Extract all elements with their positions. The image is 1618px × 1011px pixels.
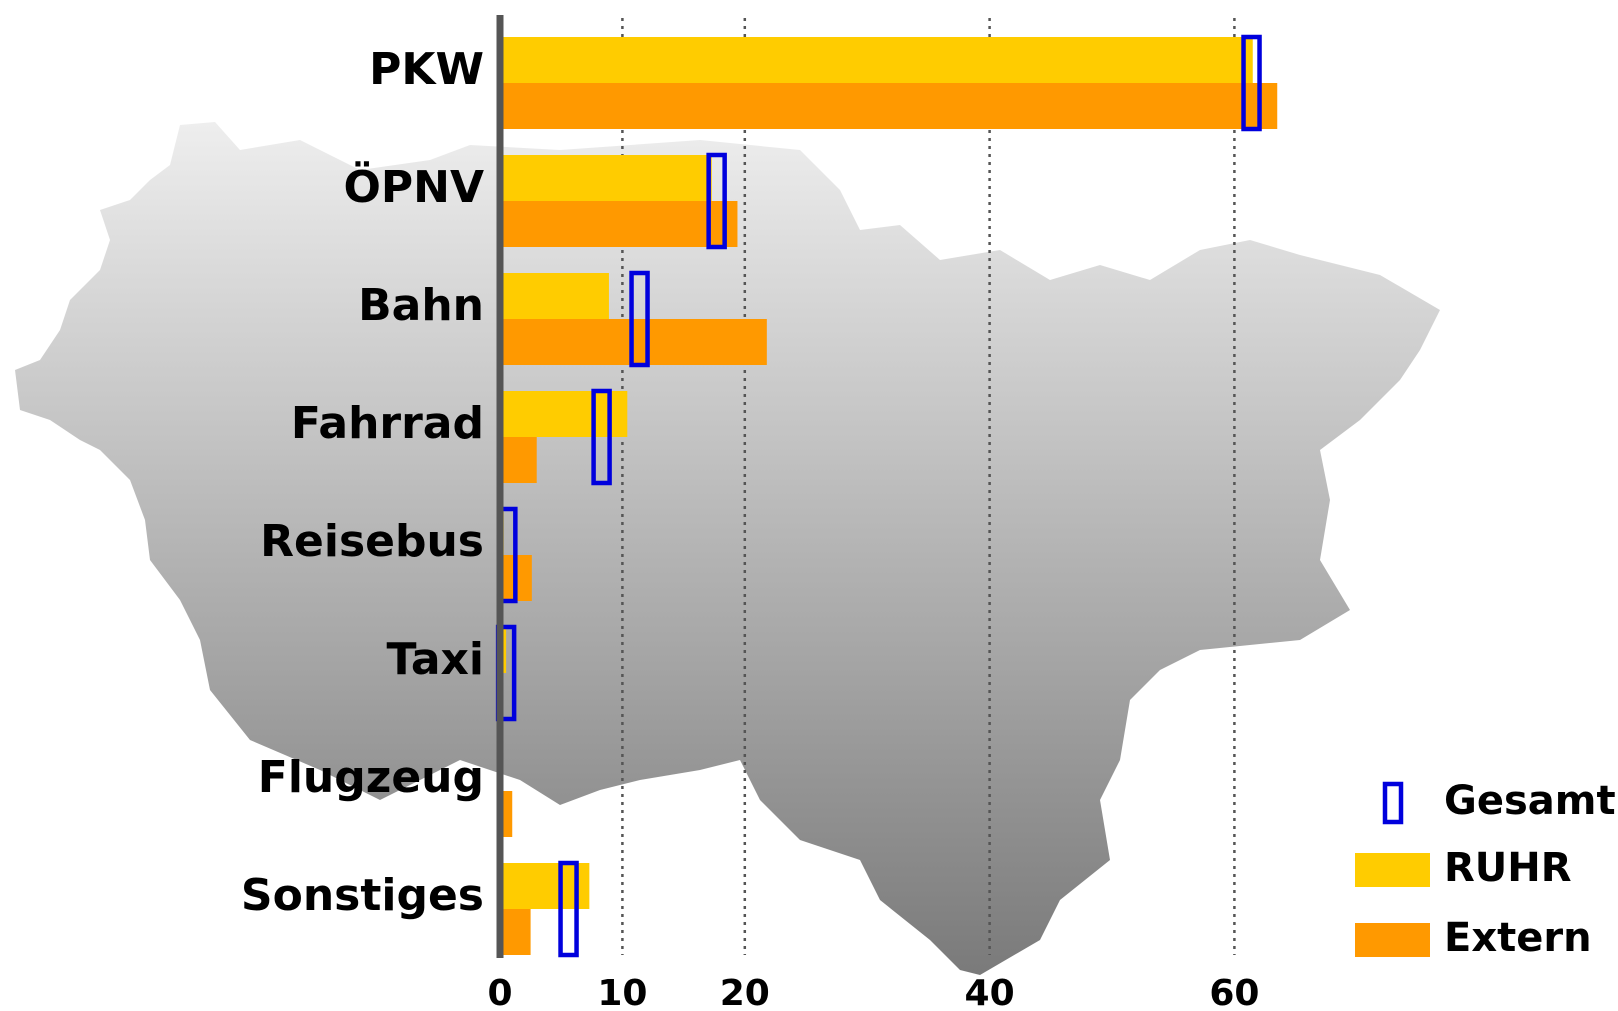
map-background [15, 122, 1440, 975]
x-tick-label: 20 [720, 973, 770, 1011]
x-tick-label: 40 [965, 973, 1015, 1011]
y-tick-label: Reisebus [260, 516, 484, 567]
bar [500, 391, 628, 437]
bar [500, 37, 1253, 83]
bar [500, 437, 537, 483]
gesamt-marker [1241, 34, 1262, 132]
legend-swatch [1355, 923, 1430, 957]
y-tick-label: Sonstiges [241, 870, 484, 921]
bar [500, 273, 609, 319]
y-tick-label: Taxi [387, 634, 485, 685]
y-tick-label: Bahn [358, 280, 484, 331]
gesamt-marker [706, 152, 727, 250]
bar [500, 155, 712, 201]
bar [500, 83, 1278, 129]
x-tick-label: 10 [597, 973, 647, 1011]
x-tick-label: 0 [487, 973, 512, 1011]
legend-label: RUHR [1444, 845, 1572, 891]
y-tick-label: Fahrrad [291, 398, 484, 449]
y-tick-label: Flugzeug [258, 752, 484, 803]
bar [500, 201, 738, 247]
gesamt-marker [558, 860, 579, 958]
legend-label: Extern [1444, 915, 1592, 961]
y-tick-label: PKW [369, 44, 484, 95]
x-tick-label: 60 [1209, 973, 1259, 1011]
gesamt-marker [591, 388, 612, 486]
y-tick-label: ÖPNV [343, 160, 484, 213]
gesamt-marker [629, 270, 650, 368]
legend-label: Gesamt [1444, 778, 1616, 824]
legend-swatch [1355, 853, 1430, 887]
bar [500, 909, 531, 955]
legend-swatch [1382, 781, 1404, 825]
